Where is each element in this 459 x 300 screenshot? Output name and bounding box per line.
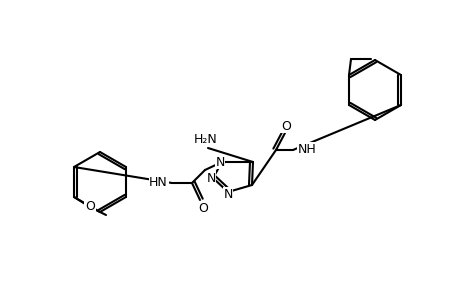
Text: N: N xyxy=(223,188,232,200)
Text: O: O xyxy=(198,202,207,214)
Text: N: N xyxy=(215,155,224,169)
Text: NH: NH xyxy=(297,142,316,155)
Text: O: O xyxy=(280,119,290,133)
Text: N: N xyxy=(206,172,215,184)
Text: H₂N: H₂N xyxy=(194,133,218,146)
Text: O: O xyxy=(85,200,95,214)
Text: HN: HN xyxy=(149,176,168,188)
